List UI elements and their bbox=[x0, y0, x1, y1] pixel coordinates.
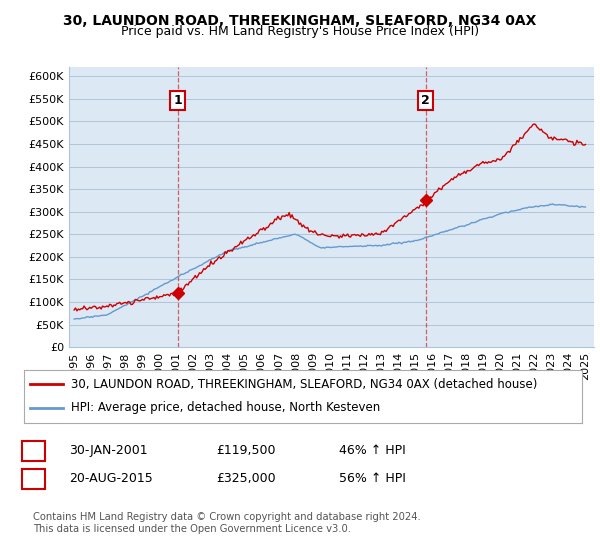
Text: 46% ↑ HPI: 46% ↑ HPI bbox=[339, 444, 406, 458]
Text: 30, LAUNDON ROAD, THREEKINGHAM, SLEAFORD, NG34 0AX (detached house): 30, LAUNDON ROAD, THREEKINGHAM, SLEAFORD… bbox=[71, 378, 538, 391]
Text: 1: 1 bbox=[173, 94, 182, 108]
Text: 56% ↑ HPI: 56% ↑ HPI bbox=[339, 472, 406, 486]
Text: Price paid vs. HM Land Registry's House Price Index (HPI): Price paid vs. HM Land Registry's House … bbox=[121, 25, 479, 38]
Text: 2: 2 bbox=[421, 94, 430, 108]
Text: Contains HM Land Registry data © Crown copyright and database right 2024.
This d: Contains HM Land Registry data © Crown c… bbox=[33, 512, 421, 534]
Text: 1: 1 bbox=[29, 444, 38, 458]
Text: £119,500: £119,500 bbox=[216, 444, 275, 458]
Text: £325,000: £325,000 bbox=[216, 472, 275, 486]
Text: 20-AUG-2015: 20-AUG-2015 bbox=[69, 472, 153, 486]
Text: HPI: Average price, detached house, North Kesteven: HPI: Average price, detached house, Nort… bbox=[71, 402, 380, 414]
Text: 30, LAUNDON ROAD, THREEKINGHAM, SLEAFORD, NG34 0AX: 30, LAUNDON ROAD, THREEKINGHAM, SLEAFORD… bbox=[64, 14, 536, 28]
Text: 30-JAN-2001: 30-JAN-2001 bbox=[69, 444, 148, 458]
Text: 2: 2 bbox=[29, 472, 38, 486]
